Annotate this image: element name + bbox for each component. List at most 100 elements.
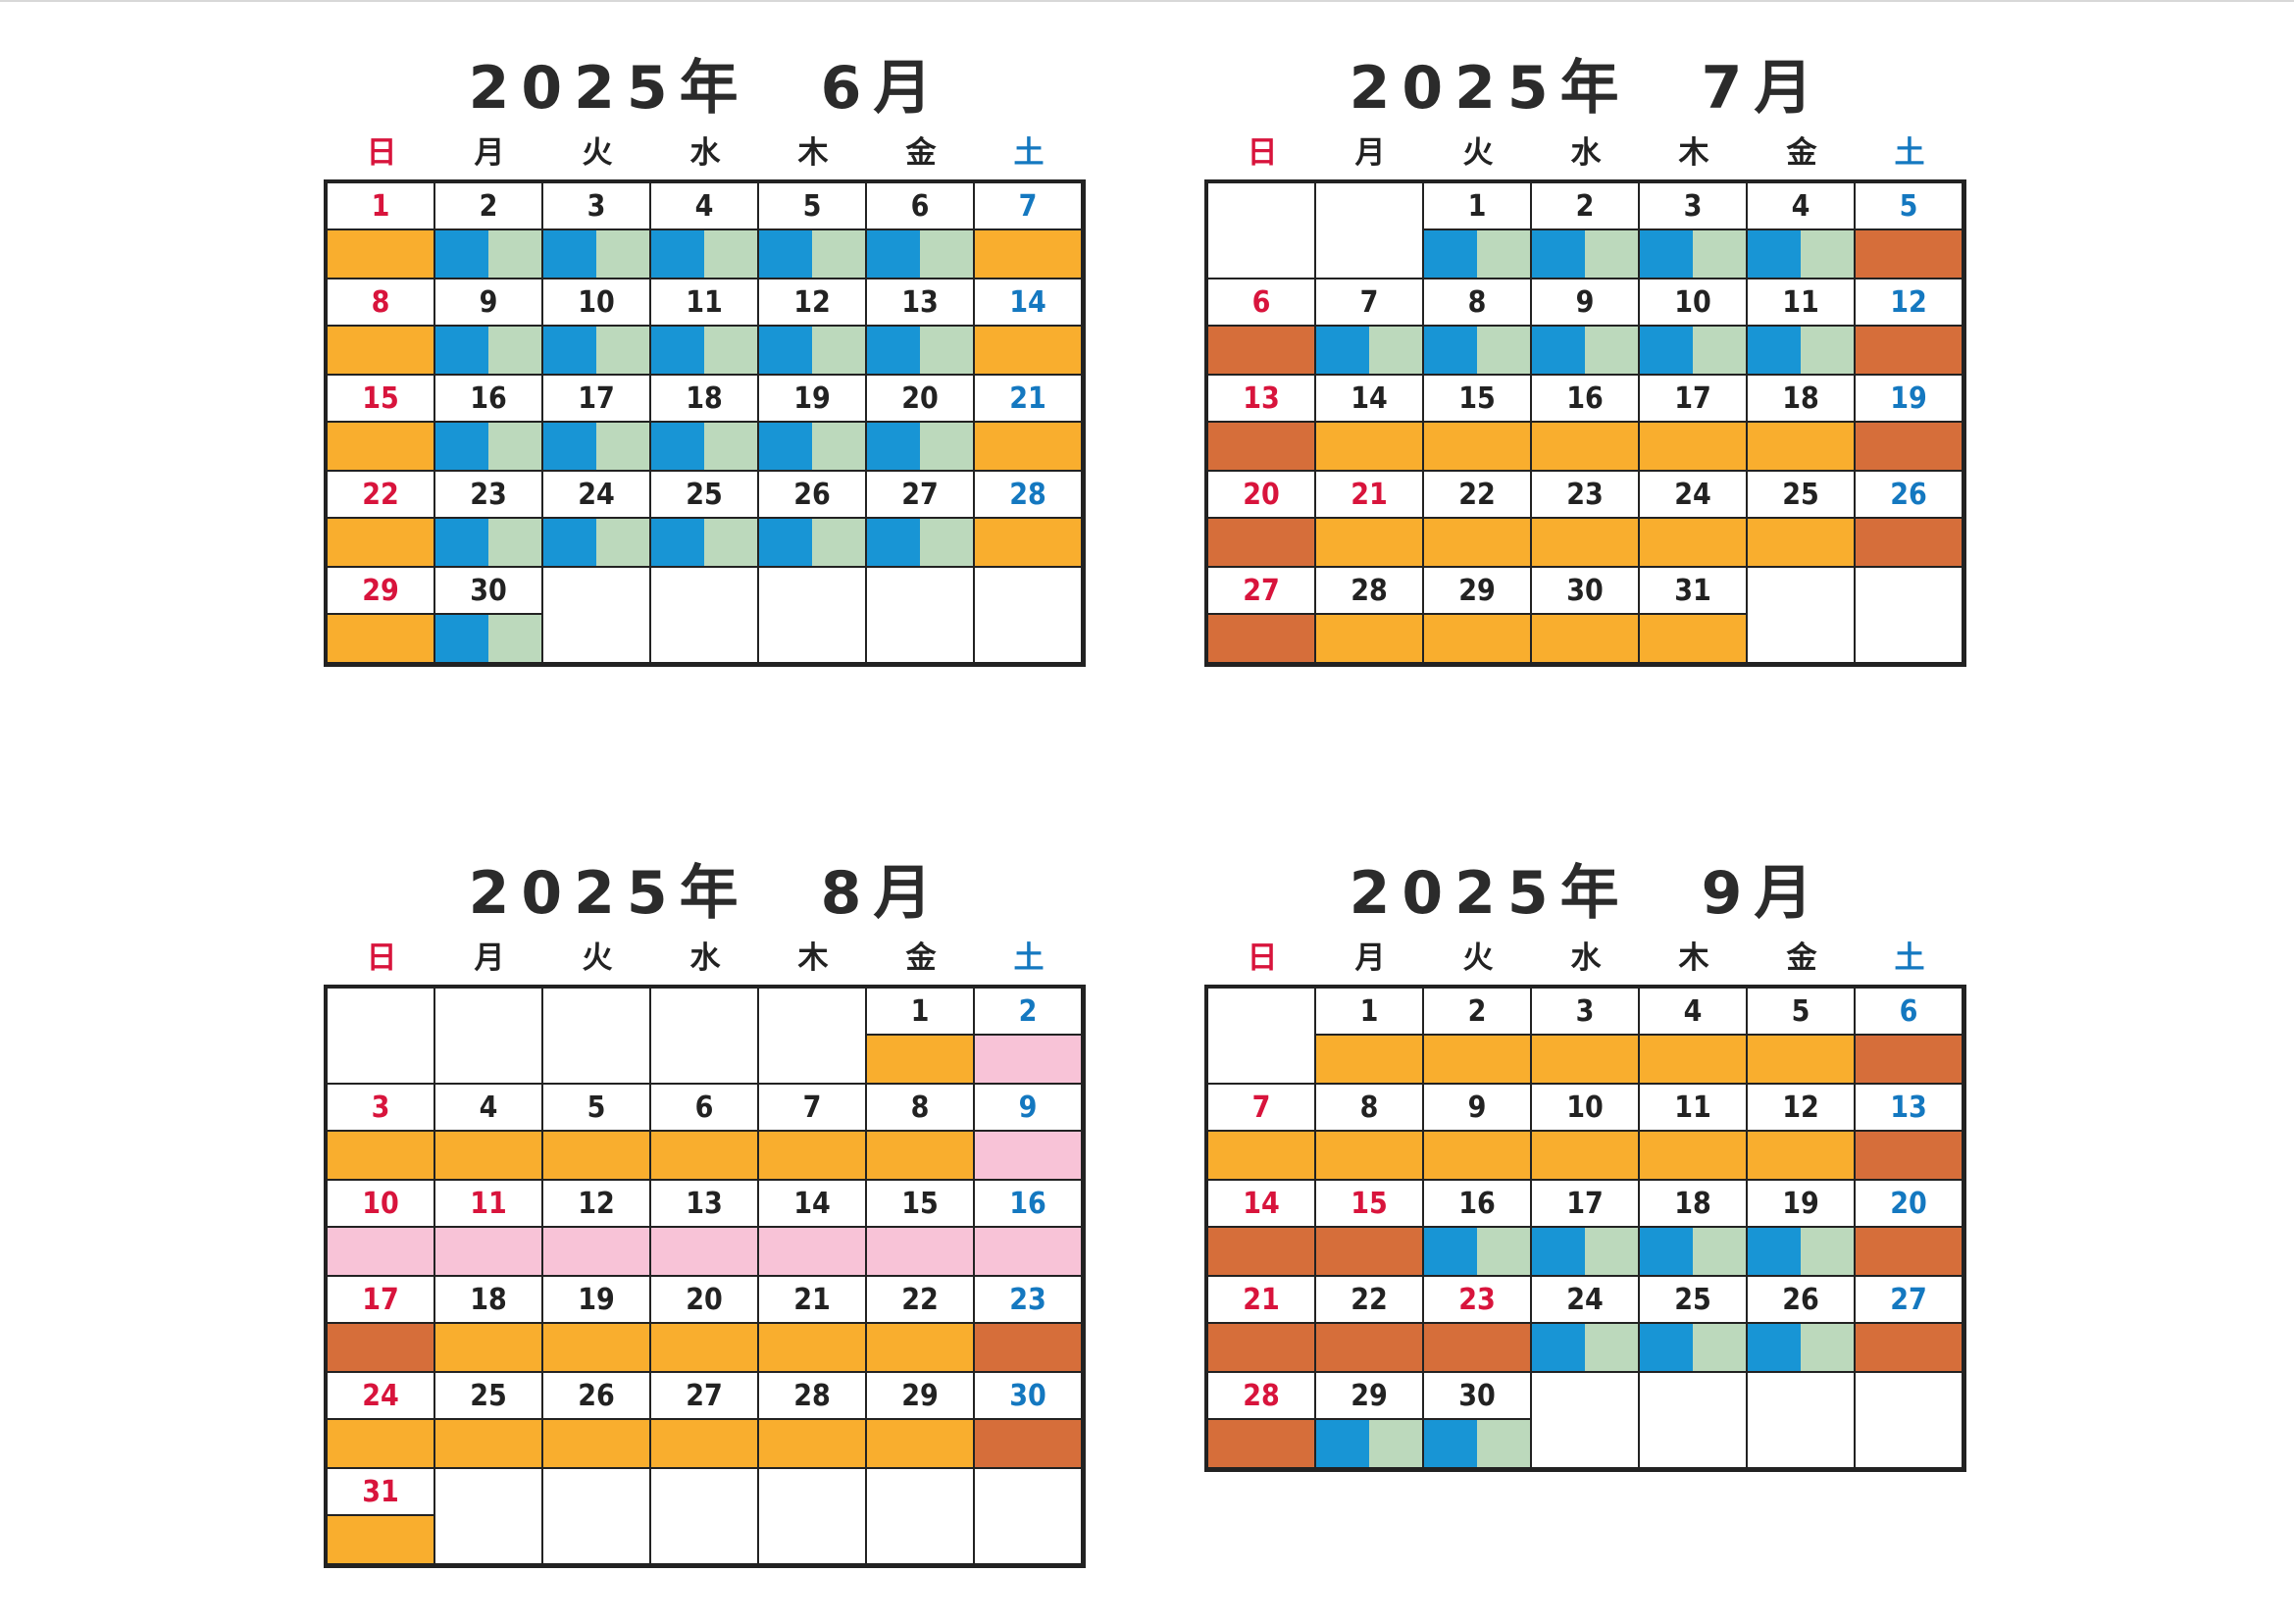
day-cell: 17 bbox=[543, 376, 651, 472]
day-status-band bbox=[1532, 1228, 1638, 1275]
day-number: 2 bbox=[435, 183, 541, 230]
day-number: 20 bbox=[867, 376, 973, 423]
day-cell: 8 bbox=[1424, 279, 1532, 376]
day-status-band bbox=[1532, 1324, 1638, 1371]
day-status-band bbox=[1748, 1132, 1854, 1179]
day-status-band bbox=[975, 423, 1081, 470]
day-cell: 4 bbox=[1640, 989, 1748, 1085]
day-status-band bbox=[1748, 519, 1854, 566]
day-status-band bbox=[1532, 423, 1638, 470]
day-status-band bbox=[651, 327, 757, 374]
day-cell: 10 bbox=[543, 279, 651, 376]
day-number: 2 bbox=[1424, 989, 1530, 1036]
day-cell: 22 bbox=[867, 1277, 975, 1373]
day-cell: 29 bbox=[328, 568, 435, 664]
day-status-band bbox=[759, 1324, 865, 1371]
day-number: 28 bbox=[975, 472, 1081, 519]
day-number: 3 bbox=[328, 1085, 433, 1132]
day-number: 23 bbox=[435, 472, 541, 519]
day-cell: 3 bbox=[328, 1085, 435, 1181]
day-cell: 5 bbox=[1856, 183, 1963, 279]
empty-cell bbox=[759, 989, 867, 1085]
day-cell: 3 bbox=[1532, 989, 1640, 1085]
day-status-band bbox=[975, 1132, 1081, 1179]
day-cell: 22 bbox=[1424, 472, 1532, 568]
day-cell: 21 bbox=[1316, 472, 1424, 568]
day-cell: 5 bbox=[1748, 989, 1856, 1085]
day-status-band bbox=[543, 1420, 649, 1467]
day-cell: 24 bbox=[1532, 1277, 1640, 1373]
day-number: 7 bbox=[759, 1085, 865, 1132]
empty-cell bbox=[435, 989, 543, 1085]
day-number: 19 bbox=[543, 1277, 649, 1324]
day-number: 31 bbox=[1640, 568, 1746, 615]
day-number: 11 bbox=[1640, 1085, 1746, 1132]
day-number: 31 bbox=[328, 1469, 433, 1516]
day-number: 9 bbox=[1532, 279, 1638, 327]
day-number: 12 bbox=[543, 1181, 649, 1228]
day-number: 24 bbox=[1640, 472, 1746, 519]
day-cell: 18 bbox=[1748, 376, 1856, 472]
day-number: 27 bbox=[1856, 1277, 1962, 1324]
day-cell: 8 bbox=[1316, 1085, 1424, 1181]
day-number: 23 bbox=[1532, 472, 1638, 519]
day-status-band bbox=[867, 1228, 973, 1275]
day-number: 18 bbox=[435, 1277, 541, 1324]
day-status-band bbox=[435, 519, 541, 566]
day-number: 20 bbox=[1208, 472, 1314, 519]
weekday-label: 水 bbox=[689, 135, 721, 171]
grid-border-bottom bbox=[1208, 1467, 1966, 1472]
day-number: 20 bbox=[1856, 1181, 1962, 1228]
day-number: 25 bbox=[1748, 472, 1854, 519]
day-status-band bbox=[1424, 1324, 1530, 1371]
day-cell: 1 bbox=[328, 183, 435, 279]
day-number: 16 bbox=[1532, 376, 1638, 423]
day-cell: 18 bbox=[651, 376, 759, 472]
day-number: 22 bbox=[1316, 1277, 1422, 1324]
day-number: 7 bbox=[1208, 1085, 1314, 1132]
day-number: 1 bbox=[867, 989, 973, 1036]
day-status-band bbox=[1532, 327, 1638, 374]
day-number: 10 bbox=[543, 279, 649, 327]
day-cell: 24 bbox=[1640, 472, 1748, 568]
empty-cell bbox=[867, 568, 975, 664]
day-number: 27 bbox=[1208, 568, 1314, 615]
day-status-band bbox=[1424, 327, 1530, 374]
day-status-band bbox=[1532, 1132, 1638, 1179]
day-cell: 16 bbox=[435, 376, 543, 472]
day-status-band bbox=[759, 423, 865, 470]
weekday-label: 土 bbox=[1894, 135, 1925, 171]
day-status-band bbox=[975, 519, 1081, 566]
day-cell: 7 bbox=[1316, 279, 1424, 376]
day-status-band bbox=[1856, 423, 1962, 470]
day-cell: 26 bbox=[1748, 1277, 1856, 1373]
day-cell: 25 bbox=[651, 472, 759, 568]
day-cell: 14 bbox=[759, 1181, 867, 1277]
day-status-band bbox=[543, 1132, 649, 1179]
day-status-band bbox=[1640, 615, 1746, 662]
day-number: 8 bbox=[1316, 1085, 1422, 1132]
day-status-band bbox=[1316, 1228, 1422, 1275]
day-number: 13 bbox=[651, 1181, 757, 1228]
day-status-band bbox=[328, 230, 433, 278]
day-status-band bbox=[651, 1132, 757, 1179]
day-cell: 9 bbox=[1424, 1085, 1532, 1181]
day-status-band bbox=[543, 519, 649, 566]
day-status-band bbox=[1640, 327, 1746, 374]
day-cell: 13 bbox=[651, 1181, 759, 1277]
empty-cell bbox=[1856, 568, 1963, 664]
day-number: 6 bbox=[867, 183, 973, 230]
weekday-label: 火 bbox=[1462, 940, 1494, 976]
page-top-rule bbox=[0, 0, 2294, 2]
day-number: 22 bbox=[867, 1277, 973, 1324]
day-number: 25 bbox=[1640, 1277, 1746, 1324]
day-cell: 15 bbox=[1424, 376, 1532, 472]
weekday-label: 日 bbox=[366, 940, 397, 976]
day-status-band bbox=[435, 327, 541, 374]
day-status-band bbox=[867, 1036, 973, 1083]
day-number: 19 bbox=[1856, 376, 1962, 423]
day-status-band bbox=[759, 1132, 865, 1179]
weekday-header: 日月火水木金土 bbox=[324, 128, 1089, 178]
day-cell: 20 bbox=[1856, 1181, 1963, 1277]
day-number: 6 bbox=[1208, 279, 1314, 327]
